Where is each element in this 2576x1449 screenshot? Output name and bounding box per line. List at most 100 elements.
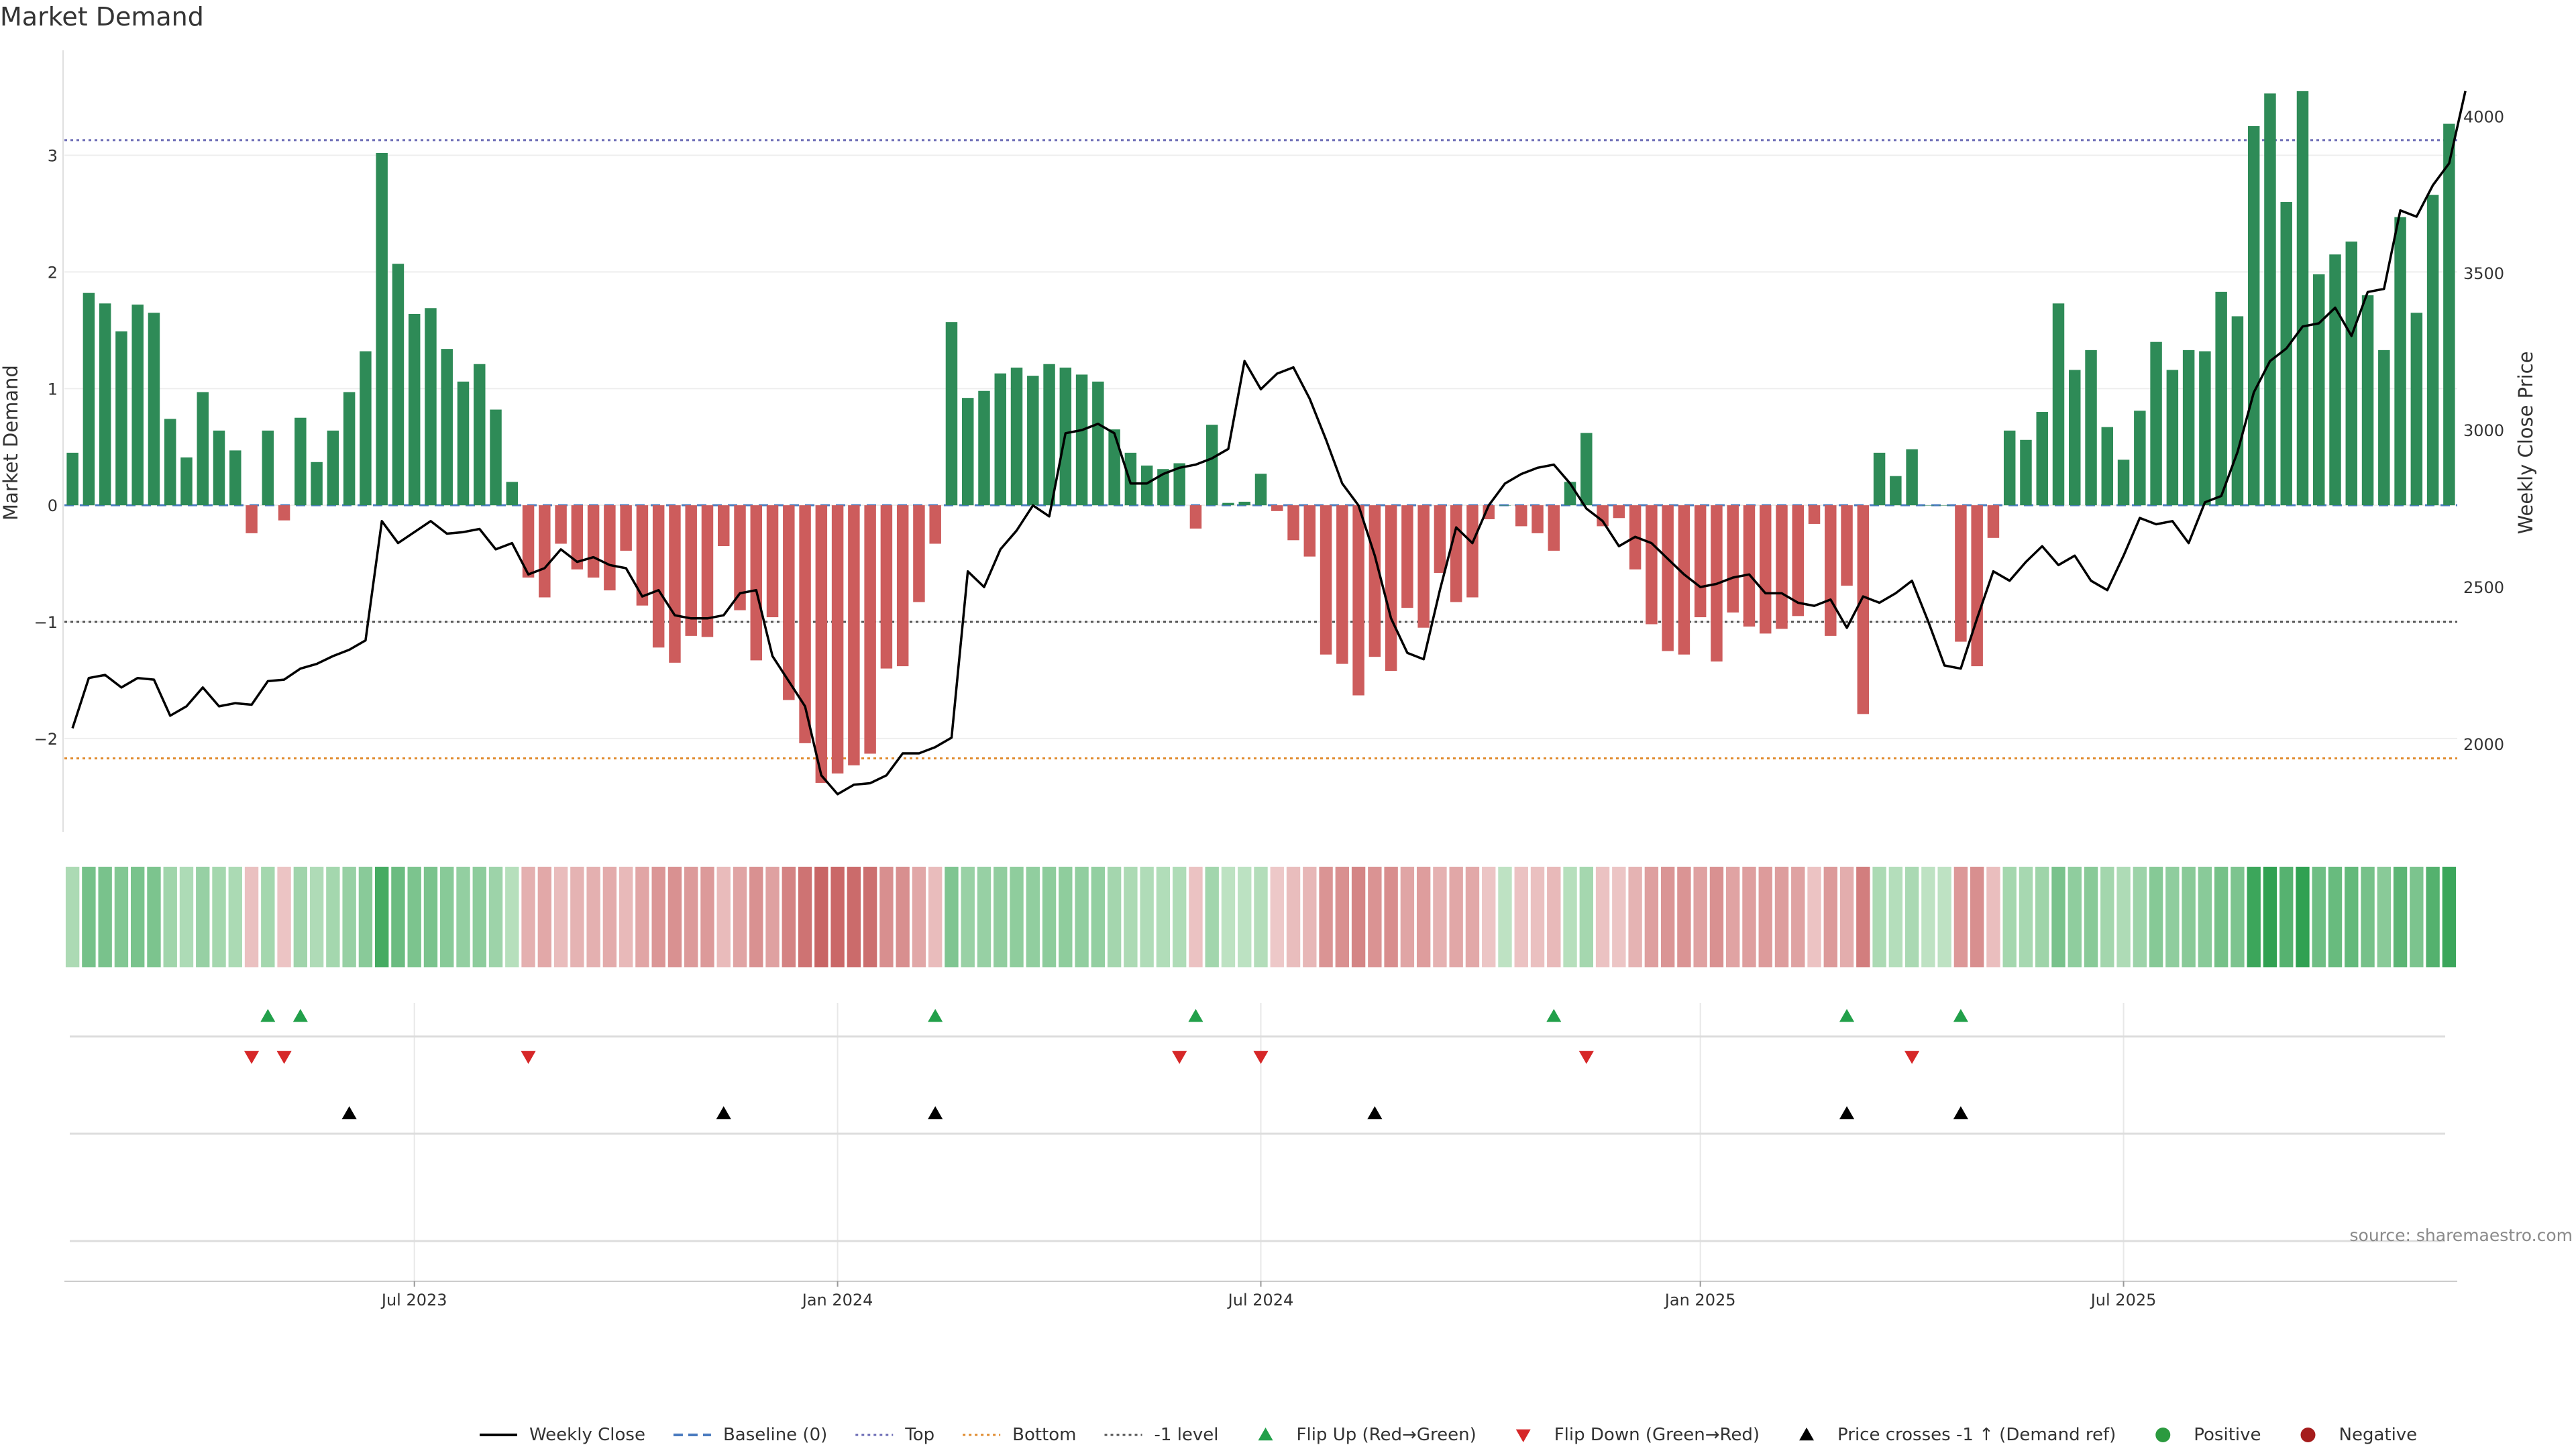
heat-cell: [1368, 867, 1382, 967]
heat-cell: [765, 867, 780, 967]
demand-bar: [311, 462, 323, 506]
demand-bar: [197, 392, 209, 506]
heat-cell: [131, 867, 145, 967]
demand-bar: [99, 303, 111, 506]
demand-bar: [1466, 505, 1479, 598]
demand-bar: [522, 505, 535, 578]
heat-cell: [830, 867, 845, 967]
heat-cell: [1254, 867, 1268, 967]
heat-cell: [1107, 867, 1122, 967]
heat-cell: [374, 867, 389, 967]
price-polyline: [71, 91, 2467, 796]
right-axis-label: Weekly Close Price: [2514, 352, 2537, 535]
right-axis-ticks: 4000 3500 3000 2500 2000: [2463, 107, 2504, 754]
demand-bar: [750, 505, 763, 661]
demand-bar: [1254, 474, 1267, 506]
heat-cell: [1091, 867, 1106, 967]
demand-bar: [2182, 350, 2195, 506]
heat-cell: [1433, 867, 1447, 967]
flip-down-marker: [276, 1051, 292, 1064]
heat-cell: [1384, 867, 1398, 967]
heat-cell: [472, 867, 486, 967]
heat-cell: [1351, 867, 1366, 967]
heat-cell: [2442, 867, 2457, 967]
demand-bar: [2247, 126, 2260, 506]
heat-cell: [814, 867, 828, 967]
heat-cell: [994, 867, 1008, 967]
demand-bar: [262, 430, 274, 506]
left-tick-label: 1: [48, 380, 58, 398]
heat-cell: [2182, 867, 2196, 967]
heat-cell: [1758, 867, 1772, 967]
heat-cell: [1677, 867, 1691, 967]
legend-item: Flip Down (Green→Red): [1515, 1425, 1760, 1445]
demand-bar: [1108, 429, 1120, 506]
heat-cell: [1547, 867, 1561, 967]
x-tick-label: Jul 2024: [1227, 1291, 1294, 1309]
heat-cell: [700, 867, 714, 967]
demand-bar: [1938, 505, 1951, 506]
demand-bar: [83, 292, 95, 506]
heat-cell: [1059, 867, 1073, 967]
heat-cell: [1563, 867, 1577, 967]
demand-bar: [294, 417, 307, 506]
heat-cell: [196, 867, 210, 967]
heat-cell: [1742, 867, 1756, 967]
heat-cell: [2263, 867, 2277, 967]
demand-bar: [1548, 505, 1560, 551]
heat-cell: [2051, 867, 2065, 967]
demand-bar: [864, 505, 876, 754]
demand-bar: [1987, 505, 2000, 538]
demand-bar: [1173, 463, 1185, 506]
heat-cell: [1953, 867, 1968, 967]
demand-bar: [213, 430, 225, 506]
demand-bar: [1124, 452, 1137, 506]
demand-bar: [1401, 505, 1413, 608]
demand-bar: [425, 308, 437, 506]
demand-bar: [652, 505, 665, 648]
heat-cell: [1221, 867, 1236, 967]
demand-bar: [2003, 430, 2016, 506]
heat-cell: [1140, 867, 1154, 967]
legend-item: -1 level: [1104, 1425, 1219, 1445]
heat-cell: [2231, 867, 2245, 967]
demand-bar: [701, 505, 714, 637]
demand-bar: [1613, 505, 1625, 519]
demand-bar: [1743, 505, 1756, 627]
demand-bar: [913, 505, 925, 602]
legend-label: Flip Down (Green→Red): [1554, 1425, 1760, 1445]
heat-cell: [1628, 867, 1642, 967]
heat-cell: [179, 867, 194, 967]
demand-bar: [1662, 505, 1674, 651]
legend: Weekly Close Baseline (0) Top Bottom -1 leve…: [480, 1425, 2417, 1445]
flip-up-marker: [1188, 1009, 1203, 1022]
heat-cell: [1693, 867, 1707, 967]
demand-bar: [945, 322, 958, 506]
heat-cell: [2345, 867, 2359, 967]
heat-cell: [2133, 867, 2147, 967]
heat-cell: [1416, 867, 1431, 967]
right-tick-label: 3500: [2463, 264, 2504, 283]
heat-cell: [2296, 867, 2310, 967]
heat-cell: [1872, 867, 1886, 967]
demand-bar: [848, 505, 860, 765]
demand-bar: [718, 505, 730, 546]
left-tick-label: −2: [34, 730, 58, 749]
legend-label: Bottom: [1012, 1425, 1076, 1445]
demand-bar: [2264, 93, 2276, 506]
heat-cell: [1791, 867, 1805, 967]
legend-swatch-tri-down: [1515, 1429, 1531, 1442]
demand-bar: [343, 392, 356, 506]
heat-cell: [82, 867, 96, 967]
demand-bar: [1727, 505, 1739, 613]
heat-cell: [2328, 867, 2343, 967]
demand-bar: [1873, 452, 1886, 506]
demand-bar: [2101, 427, 2114, 506]
heat-cell: [293, 867, 308, 967]
right-tick-label: 3000: [2463, 421, 2504, 440]
demand-bar: [896, 505, 909, 667]
heat-cell: [423, 867, 438, 967]
left-tick-label: 0: [48, 496, 58, 515]
demand-bar: [229, 450, 241, 506]
